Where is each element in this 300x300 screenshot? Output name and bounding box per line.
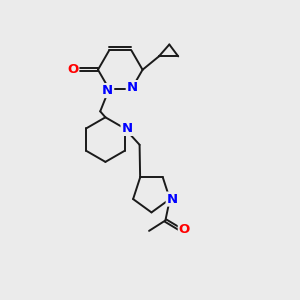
Text: N: N	[122, 122, 133, 135]
Text: N: N	[127, 81, 138, 94]
Text: O: O	[67, 63, 78, 76]
Text: N: N	[167, 193, 178, 206]
Text: N: N	[102, 84, 113, 97]
Text: O: O	[179, 223, 190, 236]
